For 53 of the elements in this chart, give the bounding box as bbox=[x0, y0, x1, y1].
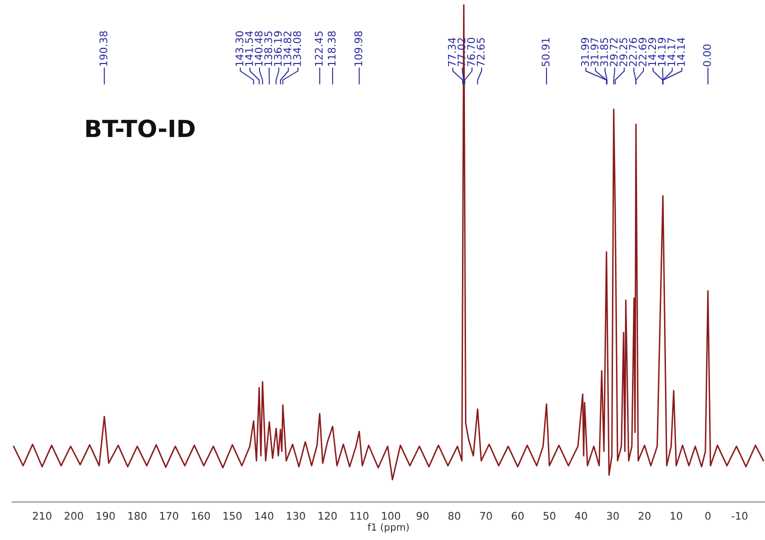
annotation: 134.82 bbox=[283, 32, 292, 66]
x-tick-label: 120 bbox=[318, 512, 337, 520]
x-tick-label: 40 bbox=[574, 512, 588, 520]
annotation: 136.19 bbox=[274, 31, 282, 66]
x-tick-label: 110 bbox=[350, 512, 368, 520]
x-tick-label: 180 bbox=[128, 512, 146, 520]
text: BT-TO-ID bbox=[86, 120, 195, 138]
annotation: 140.48 bbox=[254, 31, 263, 66]
annotation: 122.45 bbox=[314, 31, 323, 66]
x-tick-label: 80 bbox=[448, 512, 460, 520]
annotation: 14.17 bbox=[668, 38, 676, 66]
annotation: 22.76 bbox=[628, 38, 637, 66]
annotation: 31.85 bbox=[600, 38, 608, 66]
annotation: 77.34 bbox=[448, 38, 456, 66]
x-tick-label: 0 bbox=[705, 512, 711, 520]
annotation: 31.99 bbox=[580, 38, 589, 66]
annotation: 190.38 bbox=[99, 31, 108, 66]
x-tick-label: 130 bbox=[286, 512, 306, 520]
x-tick-label: 190 bbox=[96, 512, 115, 520]
annotation: 72.65 bbox=[476, 38, 485, 66]
annotation: 29.72 bbox=[610, 38, 618, 66]
annotation: 77.02 bbox=[458, 38, 466, 66]
x-tick-label: 160 bbox=[192, 512, 210, 520]
x-axis-title: f1 (ppm) bbox=[368, 523, 409, 533]
annotation: 14.29 bbox=[648, 38, 656, 66]
x-tick-label: 100 bbox=[382, 512, 400, 520]
annotation: 143.30 bbox=[235, 31, 244, 66]
x-tick-label: 140 bbox=[255, 512, 274, 520]
annotation: 141.54 bbox=[245, 31, 253, 66]
annotation: 50.91 bbox=[542, 38, 550, 66]
x-tick-label: 150 bbox=[224, 512, 242, 520]
annotation: 109.98 bbox=[354, 31, 362, 66]
x-tick-label: 200 bbox=[64, 512, 84, 520]
x-tick-label: 170 bbox=[160, 512, 178, 520]
x-tick-label: 90 bbox=[416, 512, 429, 520]
x-tick-label: 70 bbox=[480, 512, 492, 520]
annotation: 118.38 bbox=[328, 31, 336, 66]
annotation: 76.70 bbox=[467, 38, 476, 66]
annotation: 134.08 bbox=[293, 31, 301, 66]
x-tick-label: 10 bbox=[670, 512, 682, 520]
annotation: 22.69 bbox=[638, 38, 646, 66]
annotation: 29.25 bbox=[619, 38, 628, 66]
x-tick-label: 30 bbox=[606, 512, 619, 520]
annotation: 31.97 bbox=[590, 38, 598, 66]
annotation: 138.35 bbox=[264, 31, 272, 66]
x-tick-label: 210 bbox=[32, 512, 52, 520]
annotation: 0.00 bbox=[703, 44, 711, 66]
annotation: 14.19 bbox=[658, 38, 666, 66]
x-tick-label: 60 bbox=[512, 512, 524, 520]
x-tick-label: 50 bbox=[544, 512, 556, 520]
x-tick-label: 20 bbox=[638, 512, 650, 520]
annotation: 14.14 bbox=[677, 38, 685, 66]
x-tick-label: -10 bbox=[732, 512, 748, 520]
